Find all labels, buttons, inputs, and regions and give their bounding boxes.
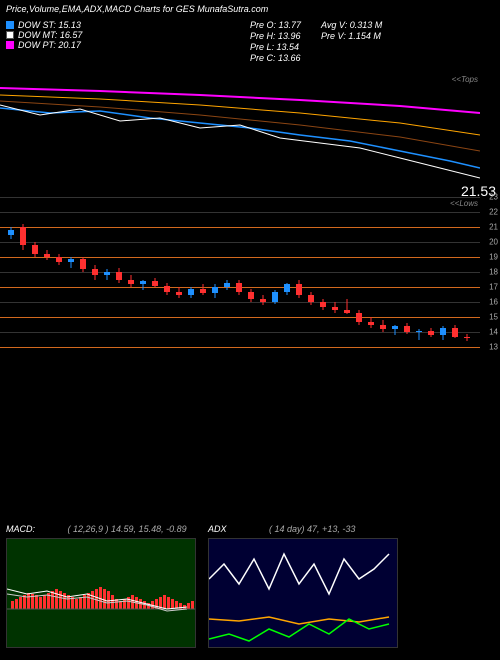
candle [260,197,266,347]
axis-tick-label: 22 [489,208,498,217]
gridline [0,347,480,348]
candle [92,197,98,347]
legend-st-label: DOW ST: 15.13 [18,20,81,30]
axis-tick-label: 17 [489,283,498,292]
candle [188,197,194,347]
candle [44,197,50,347]
macd-wrapper: MACD: ( 12,26,9 ) 14.59, 15.48, -0.89 [6,538,196,648]
candle [356,197,362,347]
tops-watermark: <<Tops [452,75,478,84]
candle-panel: <<Lows 2322212019181716151413 [0,197,500,347]
legend-mt-label: DOW MT: 16.57 [18,30,82,40]
axis-tick-label: 19 [489,253,498,262]
ema-lines-svg [0,73,480,193]
candle [248,197,254,347]
legend-dow-st: DOW ST: 15.13 [6,20,250,30]
candle [176,197,182,347]
candle [452,197,458,347]
macd-label: MACD: ( 12,26,9 ) 14.59, 15.48, -0.89 [6,524,187,534]
axis-tick-label: 15 [489,313,498,322]
candle [128,197,134,347]
stats-col1: Pre O: 13.77Pre H: 13.96Pre L: 13.54Pre … [250,20,301,63]
candle [56,197,62,347]
adx-wrapper: ADX ( 14 day) 47, +13, -33 [208,538,398,648]
stat-item: Pre H: 13.96 [250,31,301,41]
chart-title: Price,Volume,EMA,ADX,MACD Charts for GES… [0,0,500,18]
candle [140,197,146,347]
legend-dow-pt: DOW PT: 20.17 [6,40,250,50]
candle [272,197,278,347]
candle [440,197,446,347]
candle [164,197,170,347]
stat-item: Pre O: 13.77 [250,20,301,30]
candle [464,197,470,347]
candle [80,197,86,347]
macd-svg [7,539,195,647]
adx-svg [209,539,397,647]
axis-tick-label: 14 [489,328,498,337]
candle [416,197,422,347]
candle [224,197,230,347]
axis-tick-label: 23 [489,193,498,202]
candle [320,197,326,347]
candle [380,197,386,347]
axis-tick-label: 20 [489,238,498,247]
legend-pt-label: DOW PT: 20.17 [18,40,81,50]
stat-item: Avg V: 0.313 M [321,20,382,30]
stat-item: Pre C: 13.66 [250,53,301,63]
swatch-st [6,21,14,29]
candle [8,197,14,347]
stat-item: Pre V: 1.154 M [321,31,382,41]
swatch-pt [6,41,14,49]
adx-label: ADX ( 14 day) 47, +13, -33 [208,524,355,534]
candle [152,197,158,347]
candle [332,197,338,347]
stat-item: Pre L: 13.54 [250,42,301,52]
candle [284,197,290,347]
candle [236,197,242,347]
candle [392,197,398,347]
axis-tick-label: 18 [489,268,498,277]
candle [404,197,410,347]
candle [308,197,314,347]
adx-panel [208,538,398,648]
candle [32,197,38,347]
legend-row: DOW ST: 15.13 DOW MT: 16.57 DOW PT: 20.1… [0,18,500,65]
axis-tick-label: 16 [489,298,498,307]
ema-panel: <<Tops 21.53 [0,73,500,193]
candle [344,197,350,347]
candle [68,197,74,347]
candle [116,197,122,347]
stats-col2: Avg V: 0.313 MPre V: 1.154 M [321,20,382,63]
legend-dow-mt: DOW MT: 16.57 [6,30,250,40]
swatch-mt [6,31,14,39]
axis-tick-label: 21 [489,223,498,232]
candle [428,197,434,347]
candle [20,197,26,347]
candle [212,197,218,347]
candle [368,197,374,347]
candle [200,197,206,347]
candle [296,197,302,347]
macd-panel [6,538,196,648]
candle [104,197,110,347]
axis-tick-label: 13 [489,343,498,352]
